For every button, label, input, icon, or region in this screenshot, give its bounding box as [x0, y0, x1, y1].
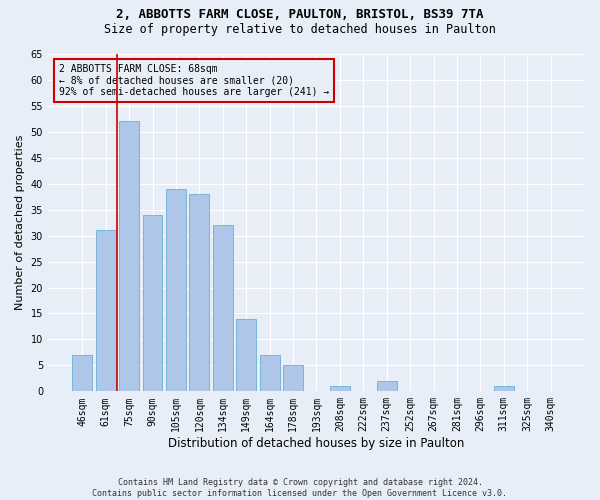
Bar [283, 366, 303, 392]
Text: 2, ABBOTTS FARM CLOSE, PAULTON, BRISTOL, BS39 7TA: 2, ABBOTTS FARM CLOSE, PAULTON, BRISTOL,… [116, 8, 484, 20]
Bar [377, 381, 397, 392]
Bar [143, 215, 163, 392]
Bar [96, 230, 116, 392]
Bar [494, 386, 514, 392]
Bar [236, 318, 256, 392]
Bar [73, 355, 92, 392]
Bar [119, 122, 139, 392]
Bar [213, 226, 233, 392]
Bar [166, 189, 186, 392]
Text: 2 ABBOTTS FARM CLOSE: 68sqm
← 8% of detached houses are smaller (20)
92% of semi: 2 ABBOTTS FARM CLOSE: 68sqm ← 8% of deta… [59, 64, 329, 98]
Bar [330, 386, 350, 392]
Y-axis label: Number of detached properties: Number of detached properties [15, 135, 25, 310]
Bar [190, 194, 209, 392]
Bar [260, 355, 280, 392]
X-axis label: Distribution of detached houses by size in Paulton: Distribution of detached houses by size … [168, 437, 464, 450]
Text: Size of property relative to detached houses in Paulton: Size of property relative to detached ho… [104, 22, 496, 36]
Text: Contains HM Land Registry data © Crown copyright and database right 2024.
Contai: Contains HM Land Registry data © Crown c… [92, 478, 508, 498]
